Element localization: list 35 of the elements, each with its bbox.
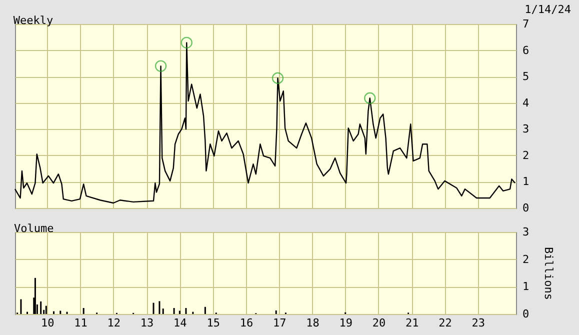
y-tick-label: 4 xyxy=(522,96,530,110)
y-tick-label: 0 xyxy=(522,308,530,320)
x-tick-label: 16 xyxy=(240,316,254,330)
x-tick-label: 19 xyxy=(339,316,352,330)
x-tick-label: 15 xyxy=(206,316,220,330)
y-tick-label: 1 xyxy=(522,175,530,188)
x-tick-label: 22 xyxy=(438,316,452,330)
point xyxy=(180,36,192,48)
x-tick-label: 11 xyxy=(74,316,88,330)
point xyxy=(364,92,376,104)
x-tick-label: 23 xyxy=(472,316,486,330)
x-tick-label: 21 xyxy=(406,316,419,330)
x-tick-label: 17 xyxy=(272,316,286,330)
x-tick-label: 12 xyxy=(107,316,121,330)
y-tick-label: 3 xyxy=(522,122,530,136)
y-tick-label: 5 xyxy=(522,70,530,84)
y-tick-label: 2 xyxy=(522,148,530,162)
x-tick-label: 14 xyxy=(174,316,188,330)
x-tick-label: 13 xyxy=(140,316,154,330)
x-tick-label: 10 xyxy=(41,316,54,330)
point xyxy=(272,72,284,84)
chart-title: Volume xyxy=(14,222,54,235)
y-tick-label: 3 xyxy=(522,226,530,238)
x-tick-label: 18 xyxy=(306,316,320,330)
y-tick-label: 6 xyxy=(522,44,530,57)
line-series xyxy=(14,42,516,204)
y-tick-label: 7 xyxy=(522,18,530,30)
chart-title: Weekly xyxy=(13,14,54,27)
point xyxy=(154,60,167,72)
y-tick-label: 0 xyxy=(522,202,530,214)
text: 1/14/24 xyxy=(524,3,571,16)
y-tick-label: 2 xyxy=(522,252,530,266)
y-tick-label: 1 xyxy=(522,280,530,294)
x-tick-label: 20 xyxy=(372,316,386,330)
y-axis-title: Billions xyxy=(542,247,556,300)
